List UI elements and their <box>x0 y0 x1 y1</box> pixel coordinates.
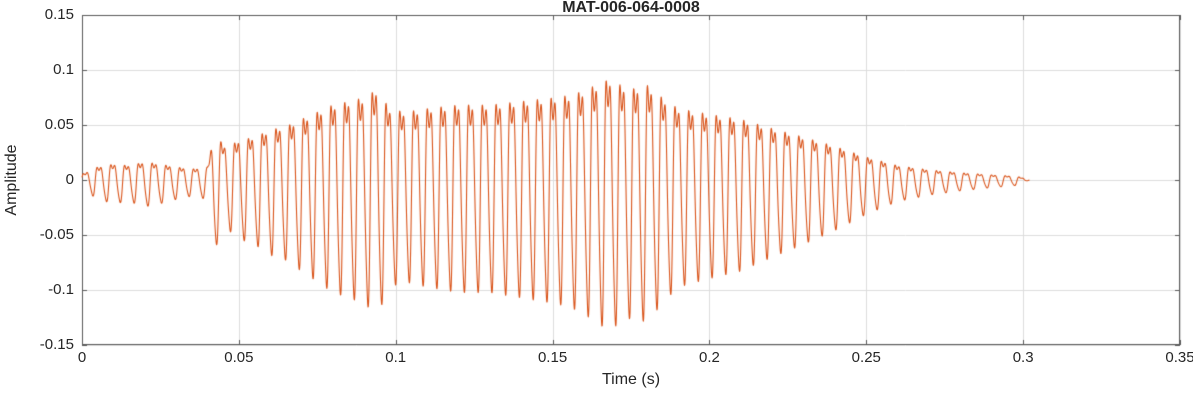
y-tick-label: -0.15 <box>39 336 74 353</box>
y-tick-label: 0.05 <box>44 116 74 133</box>
chart-title: MAT-006-064-0008 <box>562 0 700 16</box>
x-tick-label: 0 <box>77 349 87 366</box>
x-tick-label: 0.1 <box>385 349 407 366</box>
x-tick-label: 0.3 <box>1012 349 1034 366</box>
x-tick-label: 0.2 <box>698 349 720 366</box>
x-tick-label: 0.25 <box>851 349 881 366</box>
x-axis-label: Time (s) <box>601 371 661 388</box>
y-tick-label: 0.15 <box>44 6 74 23</box>
x-tick-label: 0.05 <box>224 349 254 366</box>
y-tick-label: -0.05 <box>39 226 74 243</box>
x-tick-label: 0.35 <box>1165 349 1193 366</box>
y-tick-label: -0.1 <box>48 281 74 298</box>
x-tick-label: 0.15 <box>537 349 568 366</box>
y-tick-label: 0.1 <box>53 61 74 78</box>
y-tick-label: 0 <box>65 171 74 188</box>
